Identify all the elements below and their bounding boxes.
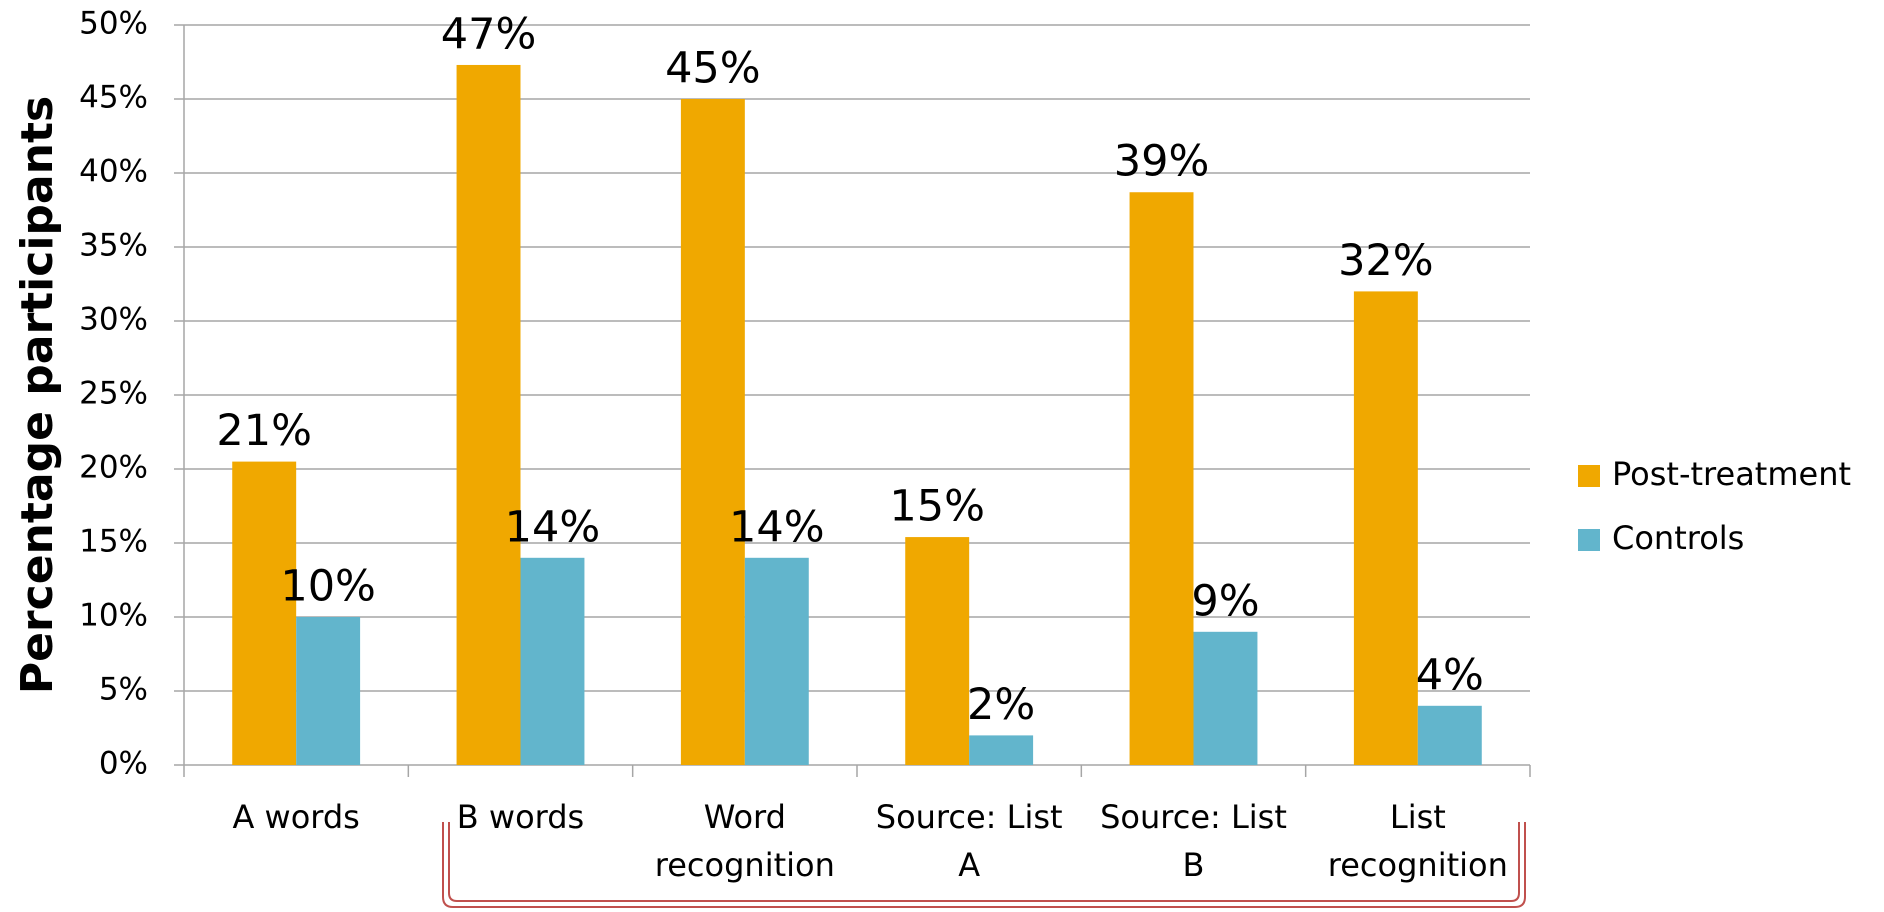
data-label: 45%	[665, 44, 761, 94]
x-tick-label: Source: List A	[875, 798, 1063, 884]
data-label: 15%	[889, 482, 985, 532]
x-tick-label: List recognition	[1327, 798, 1508, 884]
y-tick-label: 5%	[99, 672, 148, 708]
y-tick-label: 25%	[79, 376, 148, 412]
data-label: 14%	[505, 502, 601, 552]
y-tick-label: 40%	[79, 154, 148, 190]
data-label: 21%	[216, 406, 312, 456]
data-label: 9%	[1191, 576, 1259, 626]
y-tick-label: 10%	[79, 598, 148, 634]
legend-label: Post-treatment	[1612, 455, 1851, 493]
legend-label: Controls	[1612, 519, 1744, 557]
y-axis-label: Percentage participants	[12, 96, 63, 694]
bar	[520, 557, 585, 765]
bar	[1129, 192, 1194, 766]
bar	[680, 99, 745, 765]
x-tick-label: A words	[232, 798, 360, 836]
bar	[232, 461, 297, 765]
bar	[296, 617, 361, 765]
x-tick-label: B words	[456, 798, 585, 836]
bar	[1193, 631, 1258, 765]
bar	[969, 735, 1034, 765]
y-tick-label: 20%	[79, 450, 148, 486]
legend-swatch	[1578, 465, 1600, 487]
data-label: 47%	[441, 9, 537, 59]
bar	[1417, 705, 1482, 765]
bracket	[448, 822, 1520, 902]
bracket	[442, 822, 1526, 908]
y-tick-label: 15%	[79, 524, 148, 560]
bar	[905, 537, 970, 765]
bar	[744, 557, 809, 765]
legend-swatch	[1578, 529, 1600, 551]
data-label: 10%	[280, 562, 376, 612]
x-tick-label: Word recognition	[654, 798, 835, 884]
bar	[1353, 291, 1418, 765]
data-label: 2%	[967, 680, 1035, 730]
data-label: 4%	[1416, 650, 1484, 700]
y-tick-label: 50%	[79, 6, 148, 42]
y-tick-label: 45%	[79, 80, 148, 116]
data-label: 39%	[1114, 137, 1210, 187]
y-tick-label: 35%	[79, 228, 148, 264]
data-label: 14%	[729, 502, 825, 552]
y-tick-label: 0%	[99, 746, 148, 782]
x-tick-label: Source: List B	[1100, 798, 1287, 884]
data-label: 32%	[1338, 236, 1434, 286]
y-tick-label: 30%	[79, 302, 148, 338]
bar	[456, 64, 521, 765]
